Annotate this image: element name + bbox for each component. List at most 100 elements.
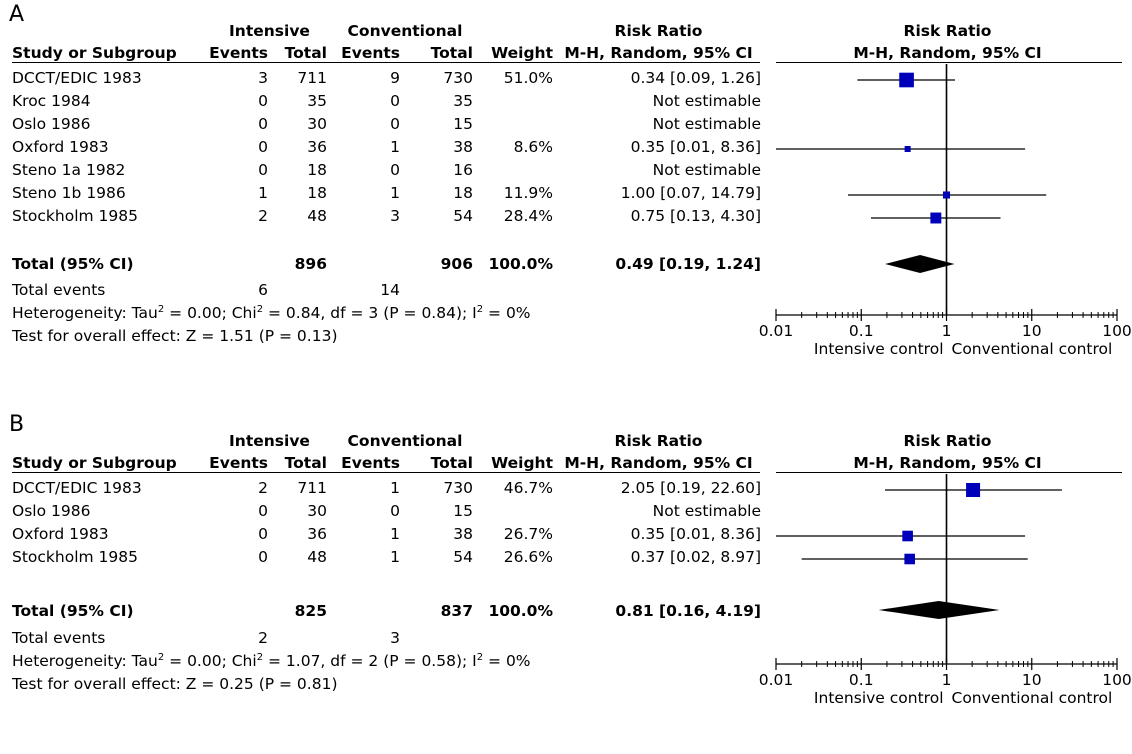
pooled-diamond [885, 255, 955, 273]
heterogeneity-part: = 0% [483, 652, 531, 670]
x-label-right: Conventional control [952, 689, 1113, 707]
intensive-total: 30 [307, 115, 327, 133]
intensive-events: 0 [258, 115, 268, 133]
table-header-rule [12, 472, 760, 473]
study-risk-ratio: Not estimable [652, 161, 761, 179]
study-weight: 28.4% [503, 207, 553, 225]
pooled-diamond [878, 601, 1000, 619]
intensive-total: 48 [307, 548, 327, 566]
study-name: Oslo 1986 [12, 115, 91, 133]
conventional-events: 1 [390, 184, 400, 202]
plot-header-risk-ratio: Risk Ratio [903, 432, 992, 450]
superscript: 2 [157, 304, 165, 315]
heterogeneity-part: = 0.00; Chi [164, 652, 257, 670]
study-risk-ratio: 2.05 [0.19, 22.60] [620, 479, 761, 497]
x-tick-label: 100 [1102, 322, 1132, 340]
intensive-events: 3 [258, 69, 268, 87]
intensive-events: 0 [258, 502, 268, 520]
study-risk-ratio: Not estimable [652, 92, 761, 110]
study-name: Stockholm 1985 [12, 548, 138, 566]
study-risk-ratio: 0.35 [0.01, 8.36] [630, 138, 761, 156]
conventional-total: 54 [453, 207, 473, 225]
intensive-events: 2 [258, 207, 268, 225]
x-tick-label: 10 [1022, 671, 1042, 689]
total-label: Total (95% CI) [12, 255, 134, 273]
conventional-total: 18 [453, 184, 473, 202]
superscript: 2 [157, 652, 165, 663]
intensive-total: 30 [307, 502, 327, 520]
header-method: M-H, Random, 95% CI [564, 454, 753, 472]
superscript: 2 [476, 304, 484, 315]
conventional-total: 15 [453, 115, 473, 133]
study-marker [902, 530, 913, 542]
header-weight: Weight [491, 44, 553, 62]
study-name: Stockholm 1985 [12, 207, 138, 225]
conventional-total: 730 [443, 479, 473, 497]
conventional-total: 38 [453, 138, 473, 156]
intensive-events: 0 [258, 138, 268, 156]
intensive-events: 1 [258, 184, 268, 202]
total-conventional: 837 [440, 602, 473, 620]
intensive-events: 0 [258, 525, 268, 543]
study-risk-ratio: 0.37 [0.02, 8.97] [630, 548, 761, 566]
total-events-intensive: 6 [258, 281, 268, 299]
study-marker [942, 191, 951, 199]
conventional-events: 1 [390, 525, 400, 543]
header-conventional-total: Total [430, 454, 473, 472]
header-intensive-events: Events [209, 454, 268, 472]
header-intensive-total: Total [284, 454, 327, 472]
x-tick-label: 1 [942, 671, 952, 689]
header-risk-ratio: Risk Ratio [614, 22, 703, 40]
x-label-left: Intensive control [814, 689, 944, 707]
total-events-intensive: 2 [258, 629, 268, 647]
plot-header-method: M-H, Random, 95% CI [853, 454, 1042, 472]
superscript: 2 [476, 652, 484, 663]
overall-effect-text: Test for overall effect: Z = 1.51 (P = 0… [12, 327, 338, 345]
table-header-rule [12, 62, 760, 63]
header-conventional-events: Events [341, 454, 400, 472]
conventional-total: 54 [453, 548, 473, 566]
study-risk-ratio: 0.34 [0.09, 1.26] [630, 69, 761, 87]
intensive-events: 0 [258, 161, 268, 179]
total-intensive: 825 [294, 602, 327, 620]
total-label: Total (95% CI) [12, 602, 134, 620]
conventional-total: 35 [453, 92, 473, 110]
header-intensive: Intensive [229, 432, 310, 450]
conventional-events: 0 [390, 115, 400, 133]
heterogeneity-part: = 1.07, df = 2 (P = 0.58); I [263, 652, 477, 670]
total-weight: 100.0% [488, 602, 553, 620]
header-risk-ratio: Risk Ratio [614, 432, 703, 450]
intensive-total: 711 [297, 69, 327, 87]
total-events-label: Total events [12, 281, 106, 299]
study-weight: 26.7% [503, 525, 553, 543]
study-weight: 26.6% [503, 548, 553, 566]
forest-panel-b: B Intensive Conventional Risk Ratio Study or… [0, 410, 1132, 754]
plot-header-rule [776, 62, 1122, 63]
study-risk-ratio: 0.75 [0.13, 4.30] [630, 207, 761, 225]
x-tick-label: 100 [1102, 671, 1132, 689]
total-weight: 100.0% [488, 255, 553, 273]
study-risk-ratio: 0.35 [0.01, 8.36] [630, 525, 761, 543]
header-study: Study or Subgroup [12, 44, 177, 62]
total-risk-ratio: 0.81 [0.16, 4.19] [615, 602, 761, 620]
header-study: Study or Subgroup [12, 454, 177, 472]
conventional-events: 1 [390, 138, 400, 156]
header-method: M-H, Random, 95% CI [564, 44, 753, 62]
header-weight: Weight [491, 454, 553, 472]
study-name: Oslo 1986 [12, 502, 91, 520]
study-risk-ratio: Not estimable [652, 115, 761, 133]
x-tick-label: 1 [942, 322, 952, 340]
study-marker [904, 553, 915, 565]
study-weight: 51.0% [503, 69, 553, 87]
x-tick-label: 0.1 [849, 322, 874, 340]
intensive-events: 0 [258, 92, 268, 110]
total-events-label: Total events [12, 629, 106, 647]
study-name: Oxford 1983 [12, 138, 109, 156]
study-marker [899, 72, 914, 88]
intensive-total: 35 [307, 92, 327, 110]
panel-letter: A [9, 2, 25, 27]
heterogeneity-part: = 0.84, df = 3 (P = 0.84); I [263, 304, 477, 322]
header-intensive-total: Total [284, 44, 327, 62]
x-tick-label: 0.01 [759, 322, 794, 340]
total-events-conventional: 3 [390, 629, 400, 647]
